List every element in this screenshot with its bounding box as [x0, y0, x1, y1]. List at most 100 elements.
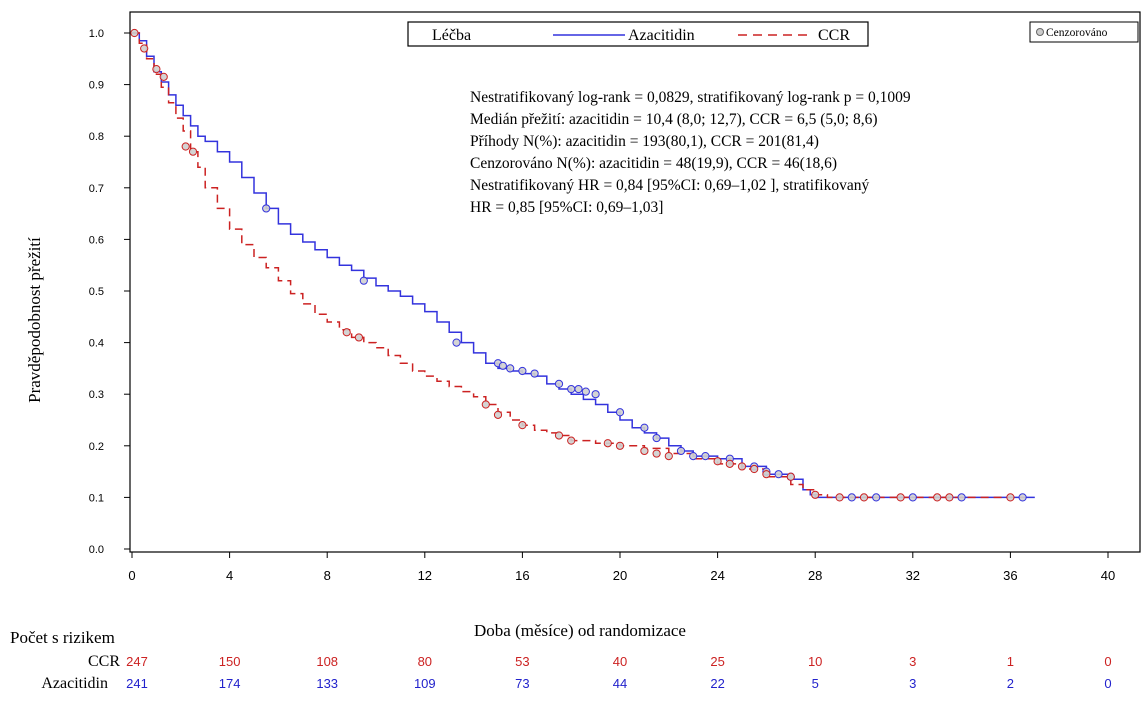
censor-marker	[908, 493, 917, 502]
censor-marker	[452, 338, 461, 347]
censor-marker	[945, 493, 954, 502]
risk-row-label: Azacitidin	[41, 675, 108, 692]
x-tick-label: 8	[324, 568, 331, 583]
y-tick-label: 0.9	[89, 80, 104, 92]
risk-row-label: CCR	[88, 653, 120, 670]
legend-ccr-label: CCR	[818, 27, 850, 44]
risk-value: 174	[219, 676, 241, 691]
plot-frame	[129, 11, 1141, 553]
censor-marker	[262, 204, 271, 213]
y-tick-label: 0.4	[89, 338, 104, 350]
legend-title: Léčba	[432, 27, 471, 44]
censor-marker	[591, 390, 600, 399]
x-tick-label: 36	[1003, 568, 1017, 583]
x-tick-label: 28	[808, 568, 822, 583]
censor-marker	[342, 328, 351, 337]
x-tick-label: 24	[710, 568, 724, 583]
censor-marker	[676, 446, 686, 456]
risk-value: 133	[316, 676, 338, 691]
censor-marker	[701, 452, 710, 461]
risk-value: 5	[812, 676, 819, 691]
censor-marker	[615, 441, 625, 450]
legend-box	[407, 21, 869, 47]
censor-marker	[554, 431, 564, 440]
risk-value: 0	[1104, 654, 1111, 669]
censor-marker	[652, 449, 661, 458]
risk-value: 1	[1007, 654, 1014, 669]
censor-marker	[567, 384, 576, 394]
censor-marker	[518, 421, 527, 430]
x-tick-label: 16	[515, 568, 529, 583]
censor-marker	[506, 364, 515, 373]
stats-line: HR = 0,85 [95%CI: 0,69–1,03]	[470, 199, 663, 216]
censor-marker	[152, 65, 161, 74]
x-axis-label: Doba (měsíce) od randomizace	[474, 621, 686, 640]
censor-marker	[786, 472, 795, 481]
risk-value: 3	[909, 676, 916, 691]
censor-marker	[640, 446, 649, 456]
censor-marker	[725, 459, 734, 468]
x-tick-label: 32	[906, 568, 920, 583]
risk-value: 25	[710, 654, 724, 669]
x-tick-label: 0	[128, 568, 135, 583]
censor-marker	[713, 457, 722, 466]
y-tick-label: 0.0	[89, 544, 104, 556]
censor-marker	[664, 452, 673, 461]
stats-line: Medián přežití: azacitidin = 10,4 (8,0; …	[470, 111, 878, 128]
censor-legend: Cenzorováno	[1029, 21, 1139, 43]
censor-marker	[181, 142, 190, 151]
risk-value: 80	[418, 654, 432, 669]
x-tick-label: 20	[613, 568, 627, 583]
y-tick-label: 0.5	[89, 286, 104, 298]
censor-marker	[554, 379, 564, 388]
censor-marker	[872, 493, 881, 502]
y-axis-label: Pravděpodobnost přežití	[25, 237, 44, 403]
censor-marker	[762, 470, 771, 479]
y-tick-label: 0.8	[89, 131, 104, 143]
risk-value: 109	[414, 676, 436, 691]
x-axis: 0 4 8 12 16 20 24 28 32 36 40	[128, 552, 1115, 583]
risk-value: 3	[909, 654, 916, 669]
censor-marker	[615, 408, 625, 417]
censor-marker	[493, 410, 503, 419]
censor-marker	[140, 44, 149, 53]
censor-marker	[159, 72, 168, 81]
censor-layer	[130, 28, 1027, 502]
risk-value: 53	[515, 654, 529, 669]
censor-legend-label: Cenzorováno	[1046, 27, 1108, 39]
risk-value: 2	[1007, 676, 1014, 691]
censor-marker	[847, 493, 856, 502]
censor-marker	[581, 387, 590, 396]
risk-value: 108	[316, 654, 338, 669]
censor-marker	[354, 333, 364, 342]
x-tick-label: 40	[1101, 568, 1115, 583]
risk-table-title: Počet s rizikem	[10, 628, 115, 647]
censor-marker	[957, 493, 966, 502]
censor-marker	[1018, 493, 1027, 502]
stats-line: Příhody N(%): azacitidin = 193(80,1), CC…	[470, 133, 819, 150]
risk-value: 44	[613, 676, 627, 691]
censor-legend-marker	[1036, 28, 1044, 36]
legend-azacitidin-label: Azacitidin	[628, 27, 695, 44]
y-tick-label: 1.0	[89, 28, 104, 40]
y-tick-label: 0.1	[89, 492, 104, 504]
censor-marker	[603, 439, 612, 448]
stats-line: Cenzorováno N(%): azacitidin = 48(19,9),…	[470, 155, 837, 172]
series-layer	[132, 32, 1035, 499]
censor-marker	[359, 276, 368, 285]
censor-marker	[689, 452, 698, 461]
censor-legend-box	[1029, 21, 1139, 43]
y-axis: 0.0 0.1 0.2 0.3 0.4 0.5 0.6 0.7 0.8 0.9 1.0	[89, 28, 130, 556]
x-tick-label: 4	[226, 568, 233, 583]
stats-annotation: Nestratifikovaný log-rank = 0,0829, stra…	[470, 89, 911, 216]
censor-marker	[835, 493, 844, 502]
censor-marker	[933, 493, 942, 502]
legend: Léčba Azacitidin CCR	[407, 21, 869, 47]
censor-marker	[481, 400, 490, 409]
censor-marker	[737, 462, 747, 471]
censor-marker	[652, 433, 661, 443]
censor-marker	[188, 147, 198, 156]
censor-marker	[530, 369, 539, 378]
